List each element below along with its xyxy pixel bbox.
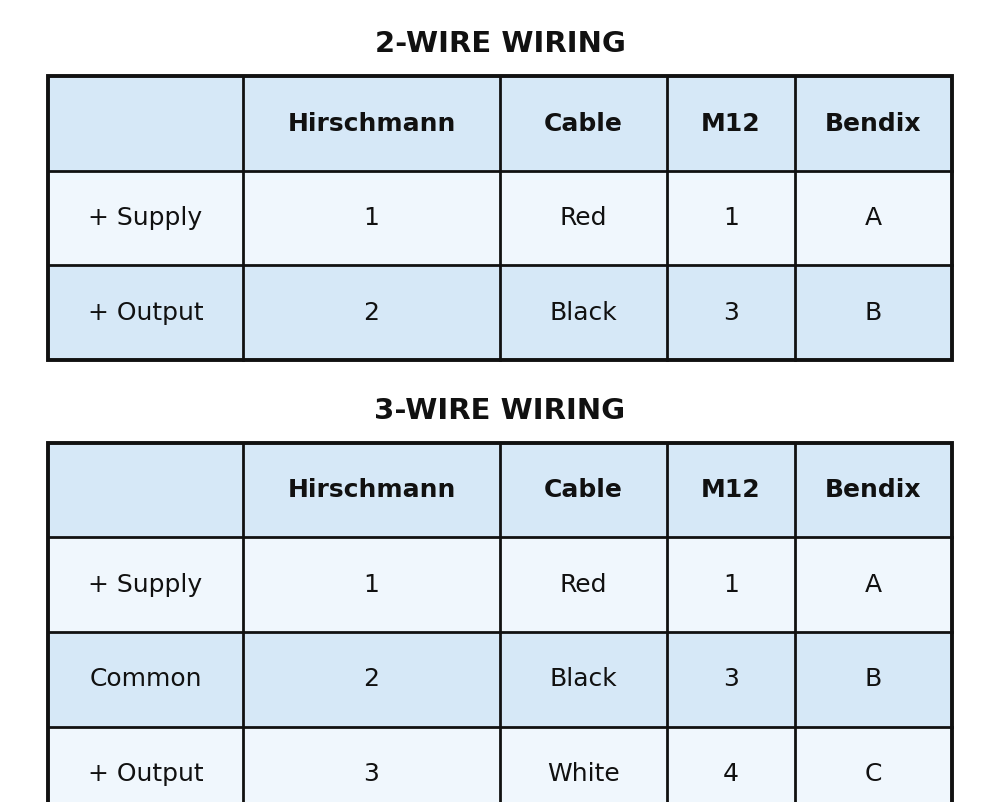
- Bar: [500, 727, 667, 802]
- Bar: [500, 632, 667, 727]
- Bar: [48, 76, 952, 360]
- Text: 2-WIRE WIRING: 2-WIRE WIRING: [375, 30, 625, 58]
- Text: + Supply: + Supply: [88, 573, 203, 597]
- Text: 3-WIRE WIRING: 3-WIRE WIRING: [374, 397, 626, 424]
- Text: Common: Common: [89, 667, 202, 691]
- Bar: [48, 443, 952, 802]
- Text: Hirschmann: Hirschmann: [287, 478, 456, 502]
- Bar: [500, 76, 667, 171]
- Bar: [667, 443, 795, 537]
- Text: B: B: [865, 301, 882, 325]
- Text: 2: 2: [364, 301, 380, 325]
- Text: M12: M12: [701, 478, 761, 502]
- Text: Bendix: Bendix: [825, 478, 922, 502]
- Bar: [667, 537, 795, 632]
- Bar: [795, 76, 952, 171]
- Text: M12: M12: [701, 111, 761, 136]
- Bar: [795, 537, 952, 632]
- Text: + Output: + Output: [88, 301, 203, 325]
- Bar: [667, 76, 795, 171]
- Bar: [48, 537, 243, 632]
- Text: Cable: Cable: [544, 111, 623, 136]
- Text: C: C: [865, 762, 882, 786]
- Bar: [667, 727, 795, 802]
- Text: 1: 1: [723, 573, 739, 597]
- Text: 3: 3: [723, 301, 739, 325]
- Bar: [48, 171, 243, 265]
- Bar: [500, 171, 667, 265]
- Text: 1: 1: [723, 206, 739, 230]
- Text: Red: Red: [560, 206, 607, 230]
- Text: Red: Red: [560, 573, 607, 597]
- Text: Bendix: Bendix: [825, 111, 922, 136]
- Bar: [795, 632, 952, 727]
- Bar: [243, 443, 500, 537]
- Bar: [795, 171, 952, 265]
- Text: 2: 2: [364, 667, 380, 691]
- Text: A: A: [865, 573, 882, 597]
- Bar: [667, 632, 795, 727]
- Bar: [500, 443, 667, 537]
- Bar: [667, 171, 795, 265]
- Bar: [243, 632, 500, 727]
- Text: + Supply: + Supply: [88, 206, 203, 230]
- Text: + Output: + Output: [88, 762, 203, 786]
- Bar: [243, 265, 500, 360]
- Text: A: A: [865, 206, 882, 230]
- Bar: [243, 171, 500, 265]
- Text: Black: Black: [549, 301, 617, 325]
- Bar: [243, 537, 500, 632]
- Bar: [667, 265, 795, 360]
- Bar: [243, 727, 500, 802]
- Text: Black: Black: [549, 667, 617, 691]
- Bar: [795, 265, 952, 360]
- Text: 3: 3: [364, 762, 379, 786]
- Text: Cable: Cable: [544, 478, 623, 502]
- Bar: [795, 443, 952, 537]
- Bar: [795, 727, 952, 802]
- Bar: [500, 537, 667, 632]
- Text: B: B: [865, 667, 882, 691]
- Bar: [48, 443, 243, 537]
- Bar: [500, 265, 667, 360]
- Text: 1: 1: [364, 573, 379, 597]
- Text: 1: 1: [364, 206, 379, 230]
- Bar: [243, 76, 500, 171]
- Text: 3: 3: [723, 667, 739, 691]
- Bar: [48, 727, 243, 802]
- Bar: [48, 632, 243, 727]
- Bar: [48, 265, 243, 360]
- Text: White: White: [547, 762, 620, 786]
- Bar: [48, 76, 243, 171]
- Text: 4: 4: [723, 762, 739, 786]
- Text: Hirschmann: Hirschmann: [287, 111, 456, 136]
